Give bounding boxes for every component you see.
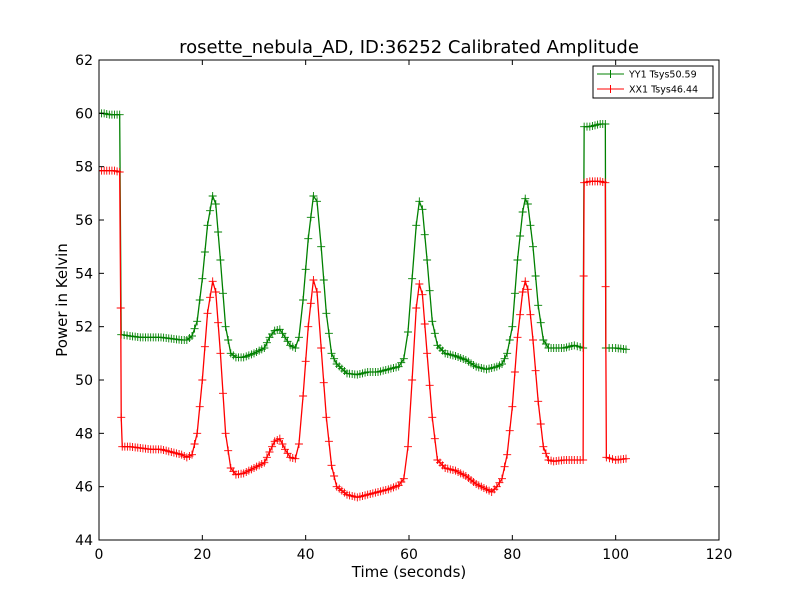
y-tick-label-48: 48 [75, 426, 93, 442]
series-line-1-0 [99, 170, 627, 499]
x-tick-label-100: 100 [602, 547, 629, 563]
y-tick-label-44: 44 [75, 533, 93, 549]
legend-marker-xx1 [606, 85, 615, 93]
x-tick-label-80: 80 [503, 547, 521, 563]
x-tick-label-0: 0 [95, 547, 104, 563]
series-markers-1-0 [99, 166, 630, 502]
x-tick-label-60: 60 [400, 547, 418, 563]
y-tick-label-50: 50 [75, 373, 93, 389]
legend-marker-yy1 [606, 70, 615, 78]
x-tick-label-40: 40 [297, 547, 315, 563]
series-0 [99, 109, 630, 379]
y-axis-label: Power in Kelvin [53, 243, 71, 357]
y-tick-label-46: 46 [75, 480, 93, 496]
y-tick-label-60: 60 [75, 106, 93, 122]
legend: YY1 Tsys50.59 XX1 Tsys46.44 [592, 65, 714, 99]
series-layer [99, 109, 630, 502]
x-tick-label-120: 120 [706, 547, 733, 563]
series-1 [99, 166, 630, 502]
legend-box [592, 65, 714, 99]
y-tick-label-62: 62 [75, 53, 93, 69]
y-tick-label-58: 58 [75, 160, 93, 176]
x-axis-label: Time (seconds) [351, 563, 467, 581]
legend-label-yy1: YY1 Tsys50.59 [628, 70, 697, 81]
y-tick-label-52: 52 [75, 320, 93, 336]
y-tick-label-56: 56 [75, 213, 93, 229]
series-markers-0-0 [99, 109, 630, 379]
legend-label-xx1: XX1 Tsys46.44 [629, 85, 698, 96]
series-line-0-0 [99, 112, 627, 376]
chart-title: rosette_nebula_AD, ID:36252 Calibrated A… [179, 37, 639, 58]
y-tick-label-54: 54 [75, 266, 93, 282]
ticks-layer: 0 20 40 60 80 100 120 44 46 48 50 52 54 56 58 60 62 [75, 53, 732, 563]
axes-frame [98, 59, 720, 541]
x-tick-label-20: 20 [193, 547, 211, 563]
